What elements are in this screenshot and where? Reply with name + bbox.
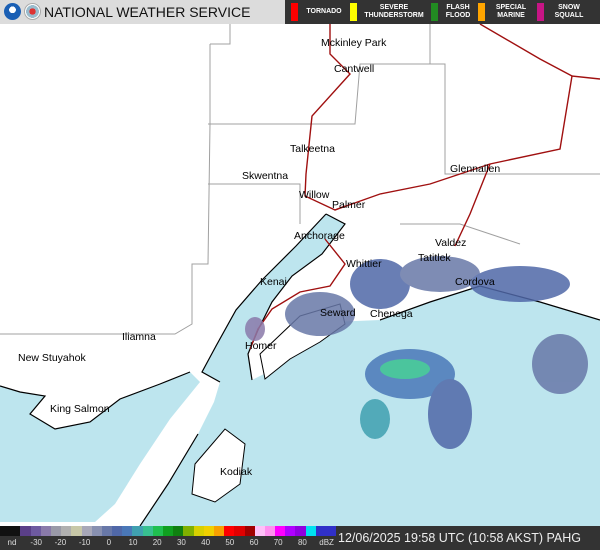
color-bar-segment <box>112 526 123 536</box>
legend-tick-label: 0 <box>106 538 112 547</box>
color-bar-segment <box>264 526 276 536</box>
warning-swatch <box>431 3 438 21</box>
legend-tick-label: 70 <box>273 538 283 547</box>
city-label: Talkeetna <box>290 143 335 155</box>
coastline <box>0 213 600 526</box>
city-label: Iliamna <box>122 331 156 343</box>
color-bar-segment <box>315 526 326 536</box>
color-bar-segment <box>152 526 163 536</box>
legend-tick-label: -20 <box>54 538 67 547</box>
color-bar-segment <box>305 526 316 536</box>
color-bar-segment <box>224 526 235 536</box>
warning-severe-thunderstorm: SEVERE THUNDERSTORM <box>344 0 425 24</box>
city-label: King Salmon <box>50 403 110 415</box>
color-bar-segment <box>50 526 62 536</box>
color-bar-segment <box>285 526 296 536</box>
borough-borders <box>0 24 600 335</box>
color-bar-segment <box>142 526 153 536</box>
roads <box>249 24 600 350</box>
radar-echoes <box>245 256 588 449</box>
radar-map[interactable] <box>0 24 600 526</box>
color-bar-segment <box>81 526 92 536</box>
warning-flash-flood: FLASH FLOOD <box>425 0 472 24</box>
warning-swatch <box>478 3 485 21</box>
color-bar-segment <box>183 526 194 536</box>
color-bar-segment <box>0 526 11 536</box>
legend-tick-label: 80 <box>297 538 307 547</box>
color-bar <box>0 526 337 536</box>
city-label: Cordova <box>455 276 495 288</box>
warning-swatch <box>291 3 298 21</box>
color-bar-segment <box>213 526 225 536</box>
warning-label: SEVERE THUNDERSTORM <box>364 4 424 19</box>
color-bar-segment <box>295 526 306 536</box>
reflectivity-legend: nd -30 -20 -10 0 10 20 30 40 50 60 70 80 dBZ <box>0 526 337 550</box>
warning-label: SNOW SQUALL <box>554 4 584 19</box>
city-label: Tatitlek <box>418 252 451 264</box>
nws-logo <box>24 3 41 20</box>
city-label: Anchorage <box>294 230 345 242</box>
color-bar-segment <box>20 526 31 536</box>
logos <box>4 3 41 20</box>
color-bar-segment <box>173 526 184 536</box>
legend-tick-label: dBZ <box>319 538 334 547</box>
warning-swatch <box>537 3 544 21</box>
warning-tornado: TORNADO <box>285 0 344 24</box>
legend-tick-label: 60 <box>249 538 259 547</box>
city-label: Seward <box>320 307 356 319</box>
city-label: Cantwell <box>334 63 375 75</box>
legend-tick-label: 10 <box>128 538 138 547</box>
legend-tick-label: 30 <box>176 538 186 547</box>
warning-special-marine: SPECIAL MARINE <box>472 0 531 24</box>
color-bar-segment <box>163 526 174 536</box>
color-bar-segment <box>122 526 133 536</box>
color-bar-segment <box>10 526 21 536</box>
city-label: Chenega <box>370 308 413 320</box>
city-label: Mckinley Park <box>321 37 387 49</box>
color-bar-segment <box>254 526 265 536</box>
legend-tick-label: 50 <box>225 538 235 547</box>
legend-tick-label: -30 <box>30 538 42 547</box>
color-bar-segment <box>101 526 113 536</box>
color-bar-segment <box>203 526 214 536</box>
city-label: Whittier <box>346 258 382 270</box>
color-bar-segment <box>61 526 72 536</box>
warning-label: FLASH FLOOD <box>445 4 471 19</box>
color-bar-segment <box>234 526 245 536</box>
city-label: Kenai <box>260 276 287 288</box>
legend-tick-label: 20 <box>152 538 162 547</box>
city-label: Skwentna <box>242 170 289 182</box>
city-label: Valdez <box>435 237 467 249</box>
color-bar-segment <box>244 526 255 536</box>
legend-tick-label: 40 <box>201 538 211 547</box>
color-bar-segment <box>91 526 102 536</box>
city-label: Palmer <box>332 199 366 211</box>
warning-snow-squall: SNOW SQUALL <box>531 0 588 24</box>
city-label: Kodiak <box>220 466 253 478</box>
legend-tick-label: nd <box>7 538 17 547</box>
warning-legend: TORNADO SEVERE THUNDERSTORM FLASH FLOOD SPE… <box>285 0 600 24</box>
color-bar-segment <box>40 526 51 536</box>
timestamp: 12/06/2025 19:58 UTC (10:58 AKST) PAHG <box>336 526 600 550</box>
city-label: New Stuyahok <box>18 352 86 364</box>
color-bar-segment <box>275 526 286 536</box>
city-label: Glennallen <box>450 163 501 175</box>
color-bar-segment <box>132 526 143 536</box>
page-title: NATIONAL WEATHER SERVICE <box>44 4 251 20</box>
warning-label: TORNADO <box>306 8 342 15</box>
color-bar-segment <box>193 526 204 536</box>
warning-swatch <box>350 3 357 21</box>
city-label: Willow <box>299 189 330 201</box>
color-bar-segment <box>30 526 41 536</box>
color-bar-segment <box>71 526 82 536</box>
city-label: Homer <box>245 340 277 352</box>
legend-tick-label: -10 <box>78 538 91 547</box>
color-bar-segment <box>326 526 337 536</box>
noaa-logo <box>4 3 21 20</box>
header: NATIONAL WEATHER SERVICE TORNADO SEVERE T… <box>0 0 600 24</box>
warning-label: SPECIAL MARINE <box>495 4 527 19</box>
